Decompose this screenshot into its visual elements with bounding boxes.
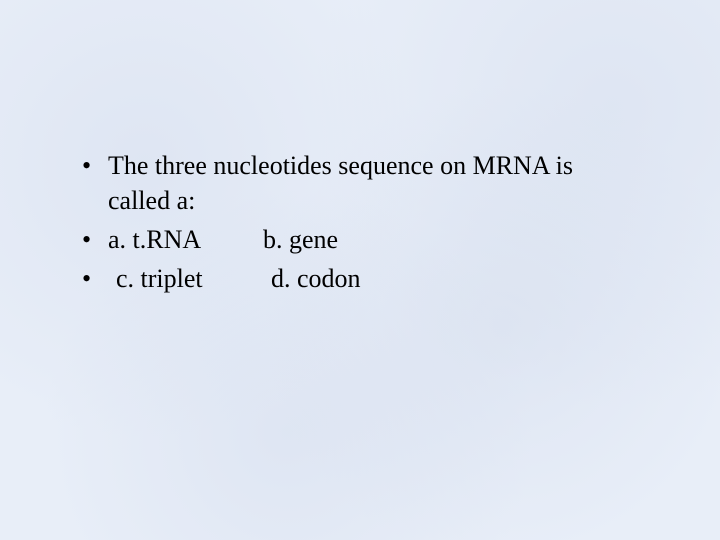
bullet-3: • c. triplet d. codon — [80, 261, 640, 296]
bullet-marker: • — [80, 261, 108, 296]
option-b: b. gene — [263, 222, 338, 257]
bullet-1: • The three nucleotides sequence on MRNA… — [80, 148, 640, 218]
bullet-1-text: The three nucleotides sequence on MRNA i… — [108, 148, 640, 218]
bullet-3-options: c. triplet d. codon — [108, 261, 640, 296]
option-d: d. codon — [271, 261, 361, 296]
bullet-marker: • — [80, 148, 108, 183]
option-a: a. t.RNA — [108, 222, 263, 257]
slide-content: • The three nucleotides sequence on MRNA… — [80, 148, 640, 300]
bullet-2: • a. t.RNA b. gene — [80, 222, 640, 257]
bullet-2-options: a. t.RNA b. gene — [108, 222, 640, 257]
bullet-marker: • — [80, 222, 108, 257]
option-c: c. triplet — [108, 261, 271, 296]
